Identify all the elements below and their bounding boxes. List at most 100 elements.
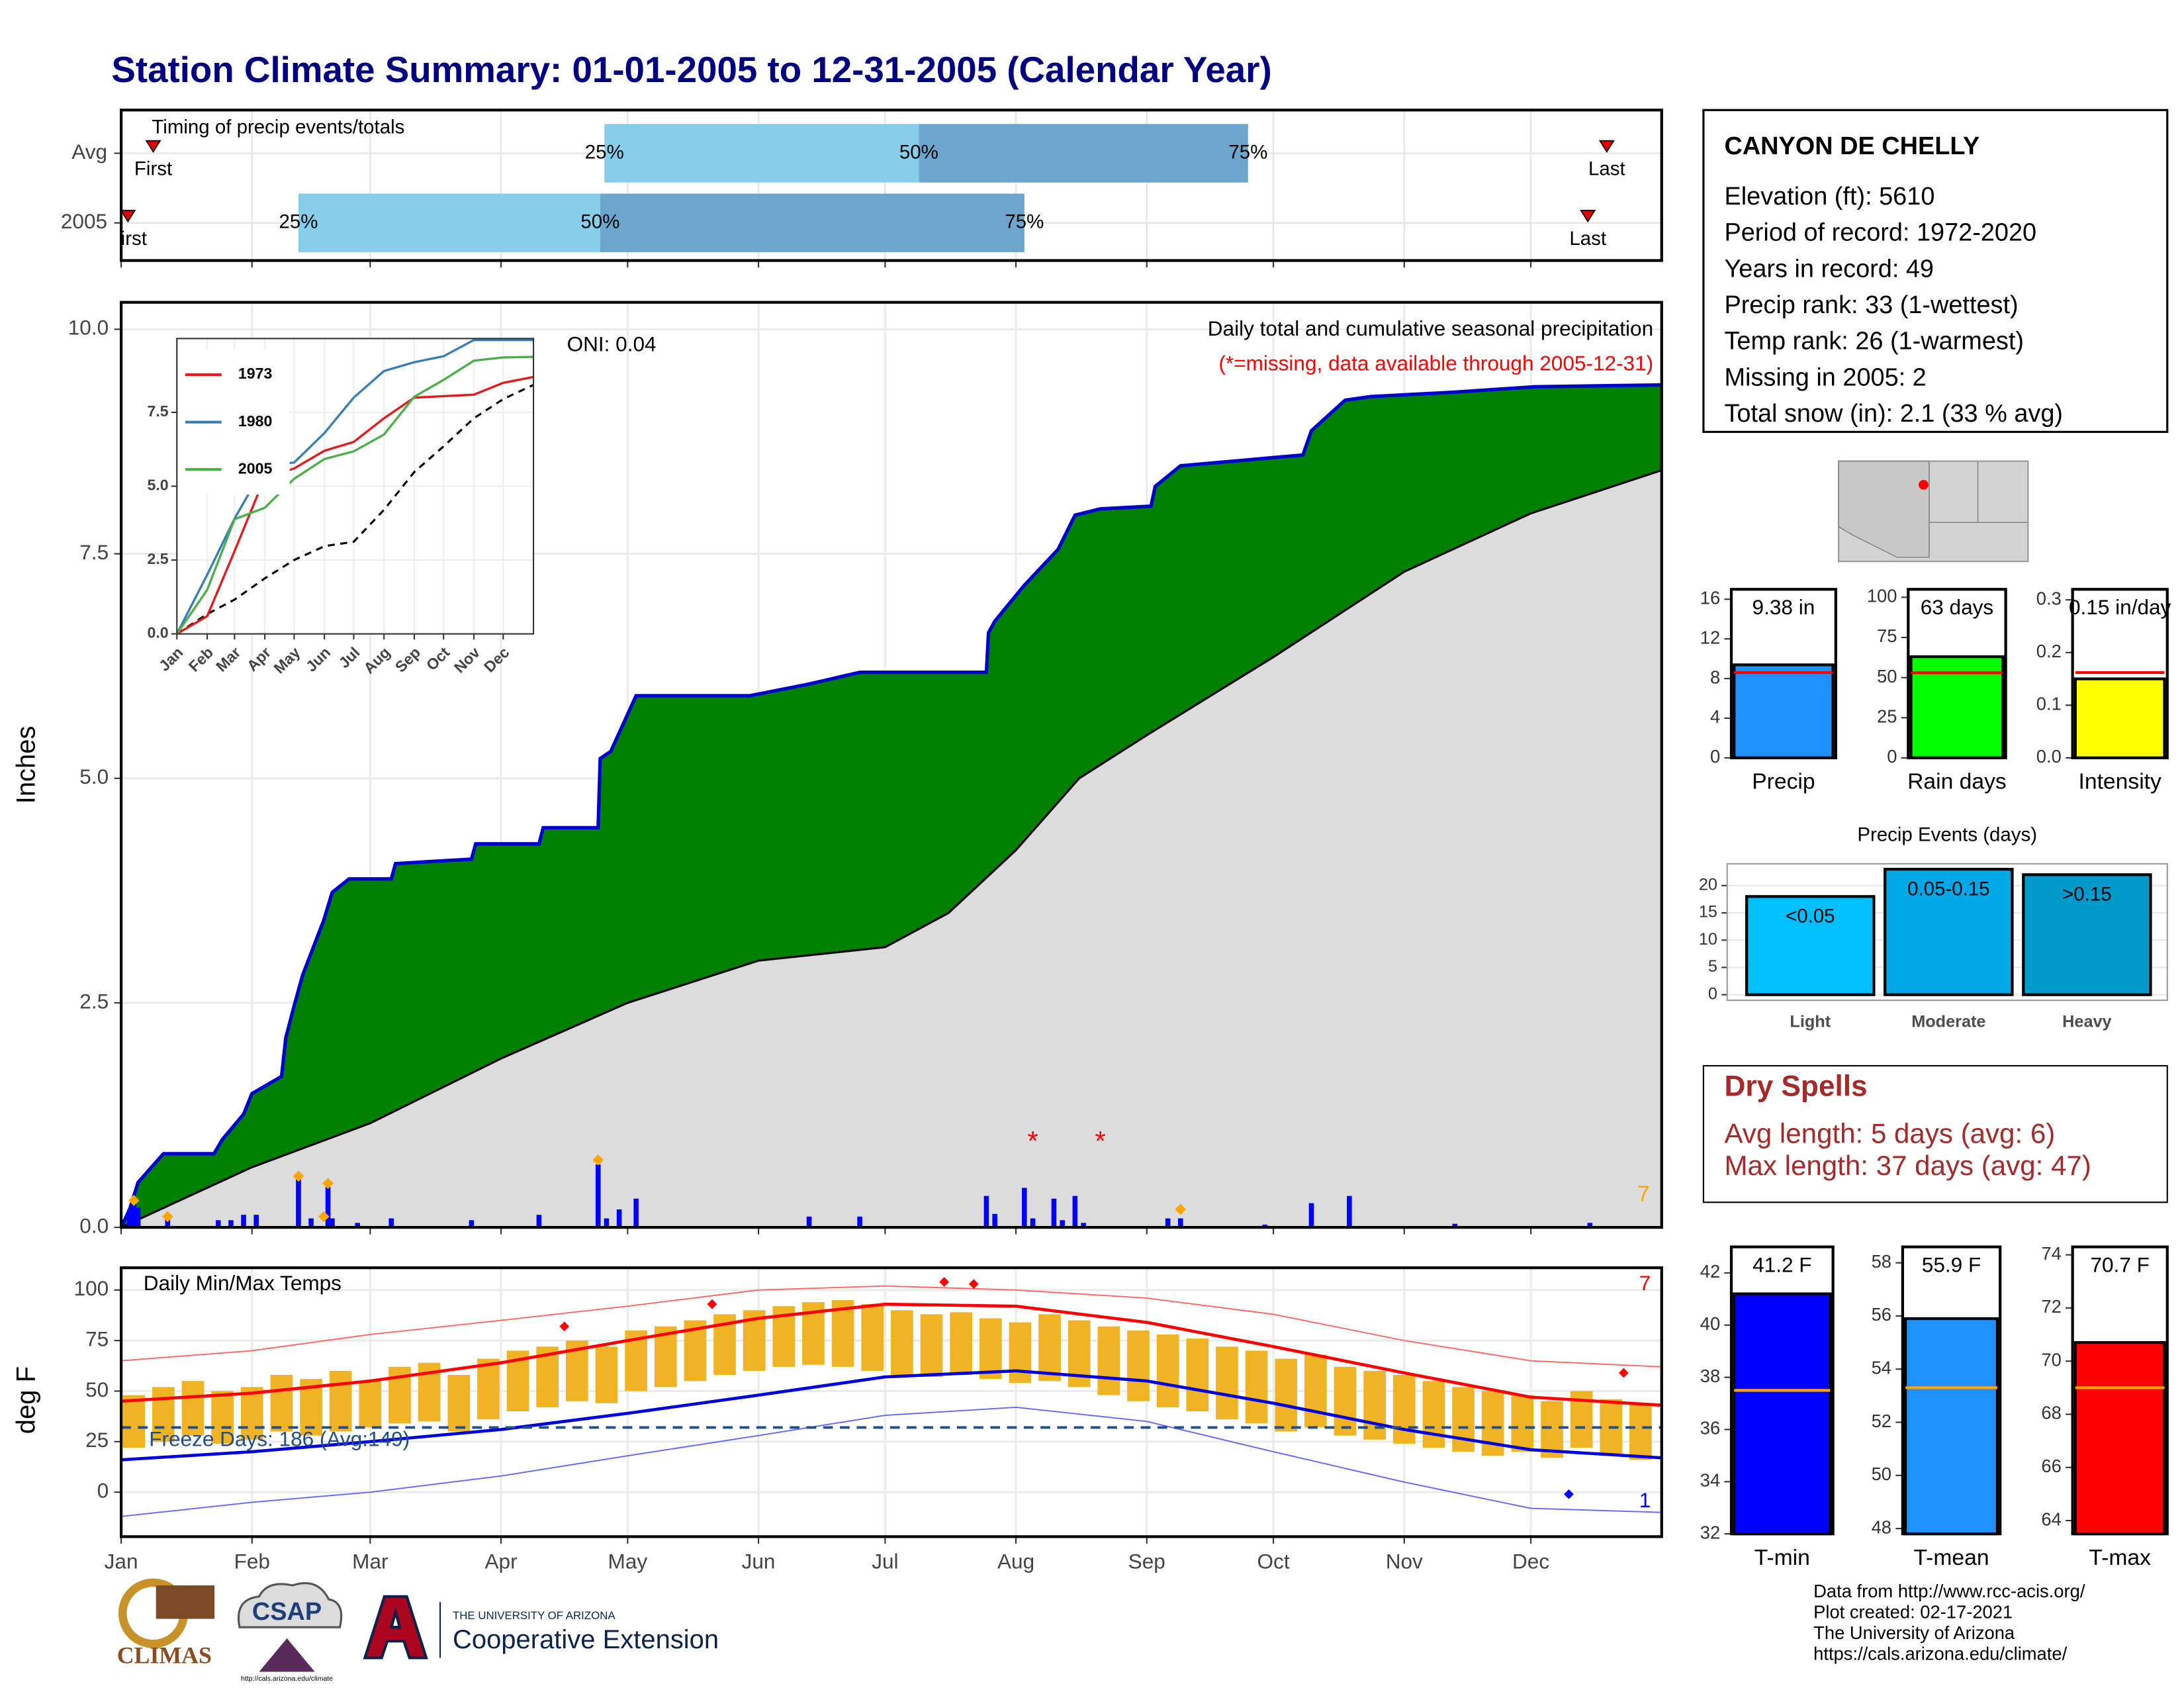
cumulative-line	[119, 383, 1662, 1229]
value-label: 9.38 in	[1752, 595, 1815, 619]
quartile-bar	[298, 193, 600, 252]
y-tick-label: 75	[85, 1327, 109, 1350]
temp-range-bar	[1452, 1387, 1475, 1452]
y-tick-label: 54	[1872, 1357, 1891, 1378]
event-label: First	[134, 158, 172, 180]
y-tick-label: 0	[97, 1479, 109, 1503]
temp-range-bar	[1127, 1330, 1150, 1401]
daily-bar	[1177, 1218, 1183, 1228]
record-high-marker	[559, 1321, 570, 1332]
y-tick-label: 12	[1700, 627, 1720, 647]
chart-title: Precip Events (days)	[1857, 824, 2037, 846]
panel-frame	[1726, 863, 2168, 1002]
y-tick-label: 50	[1872, 1464, 1891, 1484]
temp-range-bar	[979, 1318, 1002, 1380]
y-tick-label: 72	[2041, 1296, 2061, 1317]
daily-bar	[241, 1215, 246, 1228]
record-min-line	[121, 1406, 1662, 1517]
daily-bar	[1022, 1188, 1027, 1228]
panel-frame	[1729, 588, 1837, 759]
timing-title: Timing of precip events/totals	[152, 116, 404, 138]
x-tick-label: Sep	[1128, 1550, 1165, 1573]
daily-bar	[1060, 1220, 1066, 1228]
temp-range-bar	[1186, 1338, 1209, 1412]
daily-bar	[616, 1209, 622, 1228]
y-tick-label: 25	[85, 1428, 109, 1452]
daily-bar	[308, 1218, 314, 1228]
x-tick-label: Nov	[1386, 1550, 1423, 1573]
x-tick-label: Jan	[105, 1550, 138, 1573]
daily-bar	[1072, 1196, 1078, 1228]
daily-bar	[1308, 1203, 1314, 1228]
daily-bar	[857, 1216, 862, 1228]
y-tick-label: 64	[2041, 1509, 2061, 1529]
station-line: Temp rank: 26 (1-warmest)	[1724, 328, 2024, 355]
temp-range-bar	[1304, 1354, 1327, 1428]
panel-frame	[1907, 588, 2007, 759]
y-tick-label: 66	[2041, 1456, 2061, 1476]
bar	[1733, 1292, 1832, 1536]
temp-range-bar	[1334, 1366, 1357, 1436]
temp-range-bar	[950, 1312, 972, 1376]
chart-subtitle: (*=missing, data available through 2005-…	[1218, 352, 1653, 375]
category-label: Heavy	[2062, 1012, 2111, 1031]
csap-url: http://cals.arizona.edu/climate	[241, 1675, 333, 1683]
record-marker	[592, 1154, 604, 1166]
daily-bar	[253, 1215, 259, 1228]
dry-spell-box	[1702, 1064, 2168, 1203]
daily-bar	[127, 1209, 132, 1228]
daily-bar	[1051, 1198, 1057, 1228]
temp-range-bar	[329, 1370, 352, 1432]
quartile-label: 50%	[899, 141, 938, 163]
category-label: T-max	[2089, 1546, 2151, 1570]
x-tick-label: Feb	[234, 1550, 270, 1573]
bar-label: <0.05	[1786, 906, 1835, 927]
dry-spell-line: Max length: 37 days (avg: 47)	[1724, 1150, 2091, 1181]
page-title: Station Climate Summary: 01-01-2005 to 1…	[111, 49, 1271, 90]
missing-marker: *	[1027, 1125, 1038, 1156]
footer-line: Data from http://www.rcc-acis.org/	[1813, 1581, 2085, 1601]
daily-bar	[1030, 1218, 1036, 1228]
panel-frame	[1901, 1245, 2002, 1536]
daily-bar	[992, 1213, 997, 1228]
category-label: Moderate	[1911, 1012, 1985, 1031]
y-tick-label: 0.2	[2036, 641, 2062, 661]
panel-frame	[119, 1266, 1663, 1538]
temp-range-bar	[861, 1304, 884, 1371]
y-tick-label: 0.0	[79, 1213, 109, 1237]
y-tick-label: 7.5	[79, 540, 109, 564]
temp-range-bar	[270, 1375, 293, 1432]
temp-range-bar	[447, 1375, 471, 1432]
y-tick-label: 5.0	[147, 477, 168, 494]
y-tick-label: 50	[1877, 666, 1897, 686]
dry-spell-line: Avg length: 5 days (avg: 6)	[1724, 1117, 2055, 1149]
category-label: Rain days	[1907, 770, 2007, 794]
quartile-bar	[919, 124, 1248, 183]
temp-range-bar	[477, 1358, 500, 1420]
category-label: Light	[1790, 1012, 1831, 1031]
temp-range-bar	[211, 1391, 234, 1444]
footer-line: Plot created: 02-17-2021	[1813, 1601, 2013, 1622]
temp-range-bar	[1097, 1326, 1120, 1395]
ua-logo	[363, 1595, 428, 1660]
y-tick-label: 68	[2041, 1403, 2061, 1423]
quartile-bar	[604, 124, 919, 183]
climas-logo-text: CLIMAS	[117, 1642, 212, 1669]
y-tick-label: 10.0	[68, 316, 109, 340]
map-borders	[1929, 461, 2028, 557]
y-tick-label: 52	[1872, 1411, 1891, 1431]
inset-frame	[176, 338, 535, 635]
y-tick-label: 25	[1877, 706, 1897, 726]
daily-bar	[296, 1178, 301, 1228]
quartile-label: 25%	[279, 211, 318, 233]
quartile-bar	[600, 193, 1024, 252]
daily-bar	[806, 1216, 812, 1228]
x-tick-label: Aug	[997, 1550, 1034, 1573]
event-label: First	[109, 228, 147, 250]
average-line	[120, 469, 1662, 1229]
record-marker	[1175, 1203, 1187, 1215]
x-tick-label: Apr	[485, 1550, 518, 1573]
event-marker	[121, 209, 136, 223]
temp-range-bar	[1511, 1395, 1534, 1452]
